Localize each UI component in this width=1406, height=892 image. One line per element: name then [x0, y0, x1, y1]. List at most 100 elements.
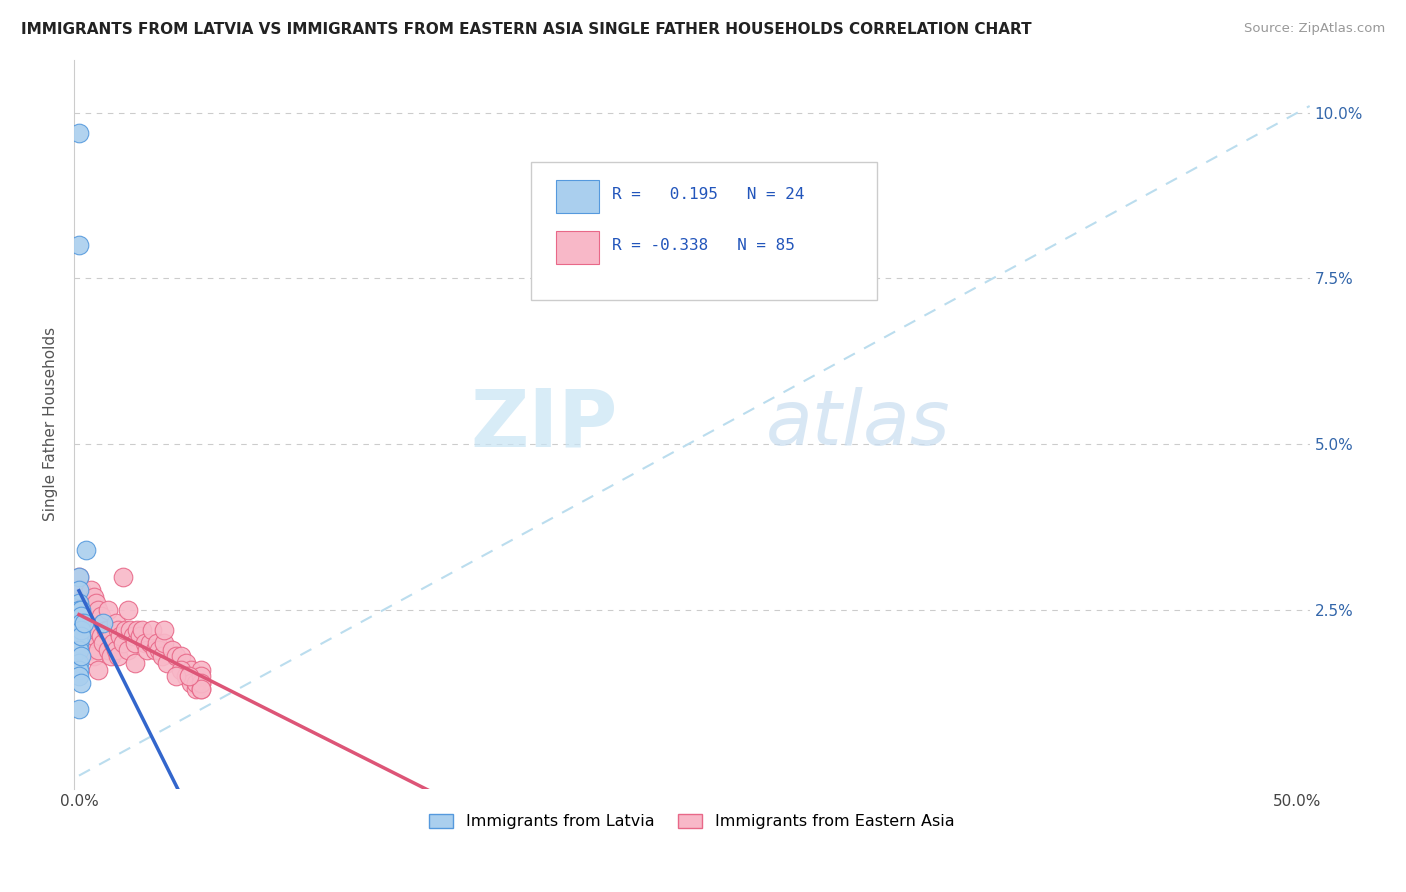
Point: [190, 675, 212, 690]
Point: [67, 663, 90, 677]
Text: ZIP: ZIP: [471, 385, 617, 463]
Point: [90, 609, 112, 624]
Point: [131, 623, 153, 637]
Point: [73, 590, 96, 604]
Point: [146, 636, 169, 650]
Point: [136, 642, 159, 657]
Point: [104, 642, 127, 657]
Point: [67, 623, 90, 637]
Point: [87, 663, 110, 677]
Point: [67, 642, 90, 657]
Point: [190, 675, 212, 690]
Point: [97, 603, 120, 617]
Point: [73, 616, 96, 631]
Point: [190, 682, 212, 697]
Point: [83, 590, 105, 604]
Point: [97, 623, 120, 637]
Legend: Immigrants from Latvia, Immigrants from Eastern Asia: Immigrants from Latvia, Immigrants from …: [423, 807, 962, 836]
FancyBboxPatch shape: [531, 161, 877, 301]
Point: [80, 642, 103, 657]
Point: [67, 238, 90, 252]
Point: [91, 616, 114, 631]
Text: atlas: atlas: [766, 387, 950, 461]
Point: [87, 603, 110, 617]
Point: [67, 570, 90, 584]
Point: [111, 570, 134, 584]
Point: [70, 629, 93, 643]
Point: [73, 629, 96, 643]
Point: [153, 623, 176, 637]
Point: [70, 623, 93, 637]
Point: [77, 603, 100, 617]
Point: [77, 642, 100, 657]
Point: [77, 623, 100, 637]
Text: R =   0.195   N = 24: R = 0.195 N = 24: [612, 187, 804, 202]
Point: [134, 636, 156, 650]
Point: [73, 609, 96, 624]
Point: [101, 636, 124, 650]
Point: [143, 642, 166, 657]
Point: [67, 596, 90, 610]
Point: [83, 629, 105, 643]
Point: [87, 623, 110, 637]
Point: [117, 603, 139, 617]
Point: [80, 582, 103, 597]
Point: [97, 642, 120, 657]
Point: [67, 603, 90, 617]
Point: [70, 582, 93, 597]
Point: [90, 629, 112, 643]
Point: [91, 616, 114, 631]
Point: [110, 629, 132, 643]
FancyBboxPatch shape: [555, 231, 599, 264]
FancyBboxPatch shape: [555, 180, 599, 213]
Text: Source: ZipAtlas.com: Source: ZipAtlas.com: [1244, 22, 1385, 36]
Text: R = -0.338   N = 85: R = -0.338 N = 85: [612, 238, 794, 253]
Point: [67, 582, 90, 597]
Point: [148, 642, 170, 657]
Point: [127, 623, 149, 637]
Point: [117, 642, 139, 657]
Point: [114, 623, 136, 637]
Point: [100, 629, 122, 643]
Point: [180, 675, 202, 690]
Point: [84, 623, 107, 637]
Point: [190, 663, 212, 677]
Point: [67, 629, 90, 643]
Point: [100, 649, 122, 664]
Point: [67, 636, 90, 650]
Point: [121, 629, 143, 643]
Point: [70, 603, 93, 617]
Point: [70, 603, 93, 617]
Point: [87, 642, 110, 657]
Point: [138, 636, 160, 650]
Point: [67, 669, 90, 683]
Point: [104, 616, 127, 631]
Point: [75, 616, 97, 631]
Point: [67, 570, 90, 584]
Point: [190, 669, 212, 683]
Point: [184, 682, 207, 697]
Point: [153, 636, 176, 650]
Point: [184, 669, 207, 683]
Point: [174, 656, 197, 670]
Point: [80, 623, 103, 637]
Point: [84, 596, 107, 610]
Point: [165, 649, 187, 664]
Point: [107, 649, 129, 664]
Text: IMMIGRANTS FROM LATVIA VS IMMIGRANTS FROM EASTERN ASIA SINGLE FATHER HOUSEHOLDS : IMMIGRANTS FROM LATVIA VS IMMIGRANTS FRO…: [21, 22, 1032, 37]
Point: [70, 623, 93, 637]
Point: [128, 629, 150, 643]
Point: [75, 636, 97, 650]
Point: [83, 609, 105, 624]
Point: [170, 649, 193, 664]
Point: [70, 616, 93, 631]
Point: [67, 656, 90, 670]
Point: [150, 649, 173, 664]
Point: [156, 656, 179, 670]
Point: [160, 642, 183, 657]
Point: [67, 126, 90, 140]
Point: [67, 702, 90, 716]
Point: [177, 669, 200, 683]
Point: [75, 596, 97, 610]
Point: [174, 669, 197, 683]
